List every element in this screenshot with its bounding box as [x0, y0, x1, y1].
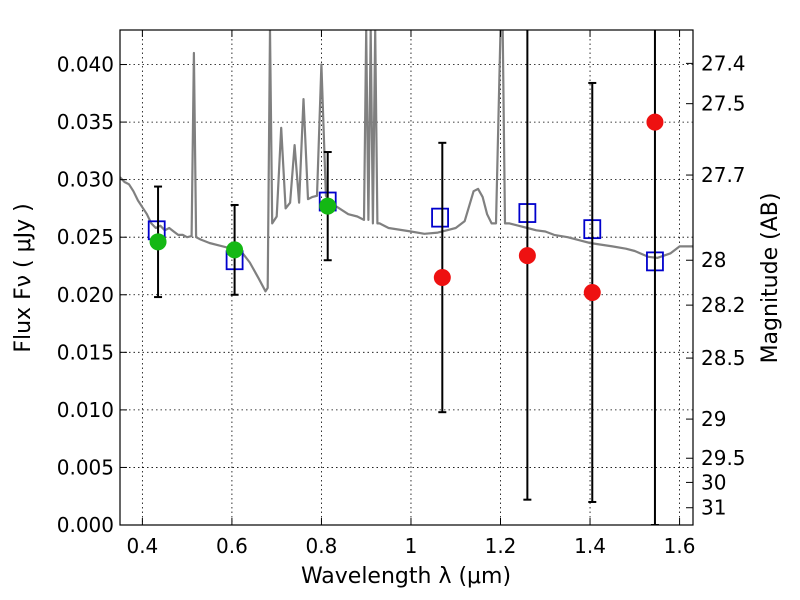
x-tick-label: 0.8	[306, 534, 338, 558]
right-tick-label: 28	[701, 248, 726, 272]
red-data-point	[646, 113, 664, 131]
x-axis-title: Wavelength λ (μm)	[301, 564, 511, 589]
x-tick-label: 1	[405, 534, 418, 558]
right-tick-label: 30	[701, 470, 726, 494]
grid-lines	[120, 30, 693, 526]
red-data-point	[583, 283, 601, 301]
y-tick-label: 0.020	[57, 283, 114, 307]
right-tick-label: 29.5	[701, 446, 746, 470]
y-tick-label: 0.000	[57, 513, 114, 537]
y-tick-label: 0.015	[57, 340, 114, 364]
right-tick-label: 27.4	[701, 51, 746, 75]
red-data-point	[518, 247, 536, 265]
y-axis-title: Flux Fν ( μJy )	[11, 203, 36, 352]
y-tick-label: 0.040	[57, 53, 114, 77]
right-axis-title: Magnitude (AB)	[758, 193, 783, 364]
plot-frame	[119, 29, 694, 526]
right-tick-label: 27.5	[701, 92, 746, 116]
x-tick-label: 1.2	[485, 534, 517, 558]
y-tick-label: 0.030	[57, 168, 114, 192]
axis-ticks: 0.4 0.6 0.8 1 1.2 1.4 1.6 0.000 0.005 0.010 0.015 0…	[57, 30, 746, 558]
green-data-point	[319, 197, 337, 215]
right-tick-label: 28.2	[701, 293, 746, 317]
x-tick-label: 1.6	[664, 534, 696, 558]
x-tick-label: 0.6	[216, 534, 248, 558]
right-tick-label: 29	[701, 407, 726, 431]
y-tick-label: 0.035	[57, 110, 114, 134]
y-tick-label: 0.010	[57, 398, 114, 422]
plot-area	[120, 30, 693, 525]
model-square-marker	[431, 207, 449, 228]
right-tick-label: 31	[701, 496, 726, 520]
red-data-point	[433, 269, 451, 286]
green-data-point	[149, 233, 167, 251]
green-data-point	[226, 241, 244, 259]
right-tick-label: 28.5	[701, 346, 746, 370]
y-tick-label: 0.005	[57, 455, 114, 479]
right-tick-label: 27.7	[701, 163, 746, 187]
x-tick-label: 1.4	[574, 534, 606, 558]
model-spectrum-line	[120, 30, 693, 293]
y-tick-label: 0.025	[57, 225, 114, 249]
x-tick-label: 0.4	[126, 534, 158, 558]
